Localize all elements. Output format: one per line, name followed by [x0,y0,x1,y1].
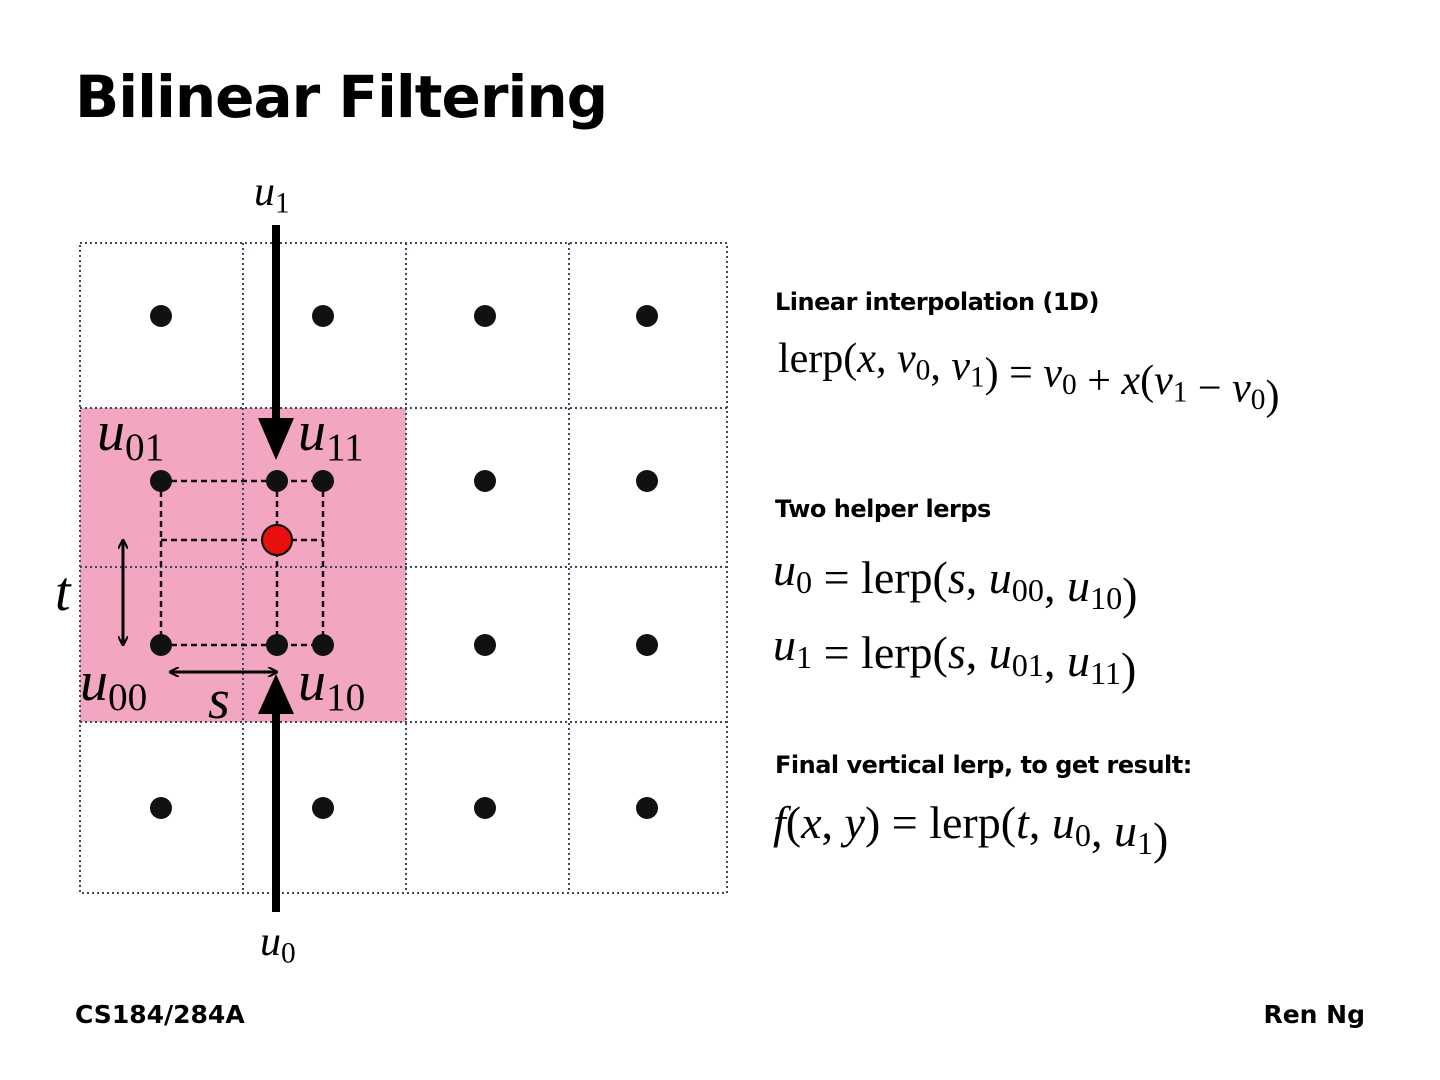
formula-part: , [966,552,989,603]
interp-lines [159,479,325,647]
section-heading: Linear interpolation (1D) [775,288,1099,316]
formula: u1 = lerp(s, u01, u11) [773,619,1136,694]
label-u10: u10 [298,651,365,719]
formula-part: = lerp( [812,552,948,603]
formula: lerp(x, v0, v1) = v0 + x(v1 − v0) [778,336,1279,419]
formula-part: s [948,627,966,678]
subscript: 0 [916,354,931,386]
subscript: 10 [1090,580,1122,616]
texel-grid [79,242,728,894]
subscript: 1 [1173,376,1188,408]
formula-part: ) [1121,643,1136,694]
subscript: 00 [108,676,147,719]
subscript: 1 [970,362,985,394]
formula-part: , [1044,635,1067,686]
formula-part: u [773,619,796,670]
formula-part: t [55,561,72,623]
label-u0: u0 [260,919,296,969]
formula-part: , [822,797,845,848]
section-heading: Two helper lerps [775,495,991,523]
formula-part: u [1052,797,1075,848]
formula-part: ) [1265,373,1279,419]
formula-part: ) [1122,568,1137,619]
label-u01: u01 [97,401,164,469]
formula-part: ) = lerp( [865,797,1016,848]
subscript: 00 [1012,572,1044,608]
formula: u0 = lerp(s, u00, u10) [773,544,1137,619]
formula-part: + [1077,358,1122,404]
label-u11: u11 [298,401,364,469]
subscript: 1 [1137,825,1153,861]
formula-part: ) [1153,813,1168,864]
formula-part: v [1154,358,1173,404]
subscript: 01 [1012,647,1044,683]
label-t: t [55,561,72,623]
arrowhead [258,418,294,460]
formula-part: v [951,343,970,389]
formula-part: − [1187,365,1232,411]
footer-right: Ren Ng [1263,1000,1365,1029]
formula-part: x [1120,358,1140,404]
formula-part: u [260,919,281,965]
subscript: 0 [1062,369,1077,401]
formula-part: u [298,651,326,713]
slide-title: Bilinear Filtering [75,63,607,131]
formula-part: u [1114,805,1137,856]
grid-diagram: u1 u0 u01 u11 u00 u10 t s [55,169,728,969]
arrowhead [258,674,294,714]
formula-part: u [254,169,275,215]
subscript: 11 [326,426,364,469]
formula-part: ( [1140,358,1154,404]
formula-part: t [1016,797,1030,848]
formula-part: u [989,627,1012,678]
formula-part: , [930,343,951,389]
formula-part: , [876,336,897,382]
formula-part: , [1044,560,1067,611]
formula-part: y [841,797,866,848]
formula-part: x [856,336,876,382]
formula-part: , [1091,805,1114,856]
subscript: 01 [125,426,164,469]
subscript: 0 [1075,817,1091,853]
subscript: 11 [1090,655,1121,691]
formula-part: x [800,797,822,848]
formula-part: , [1029,797,1052,848]
subscript: 0 [796,564,812,600]
formula-part: = lerp( [812,627,948,678]
footer-left: CS184/284A [75,1000,245,1029]
section-heading: Final vertical lerp, to get result: [775,751,1192,779]
formula-part: u [298,401,326,463]
formula-part: v [1232,365,1251,411]
formula-part: u [1067,635,1090,686]
formula-part: lerp( [778,336,857,382]
formula-part: ) = [985,351,1044,397]
subscript: 1 [275,187,290,219]
formula-part: , [966,627,989,678]
formula: f(x, y) = lerp(t, u0, u1) [773,797,1168,864]
formula-part: u [80,651,108,713]
subscript: 0 [281,937,296,969]
formula-part: ( [786,797,801,848]
label-u00: u00 [80,651,147,719]
formula-part: s [208,669,230,731]
formula-part: u [1067,560,1090,611]
sample-point [261,524,293,556]
subscript: 10 [326,676,365,719]
label-u1: u1 [254,169,290,219]
formula-part: v [1043,351,1062,397]
formula-part: u [989,552,1012,603]
label-s: s [208,669,230,731]
formula-part: s [948,552,966,603]
subscript: 1 [796,639,812,675]
subscript: 0 [1251,384,1266,416]
formula-part: u [773,544,796,595]
formula-part: u [97,401,125,463]
formula-part: v [897,336,916,382]
